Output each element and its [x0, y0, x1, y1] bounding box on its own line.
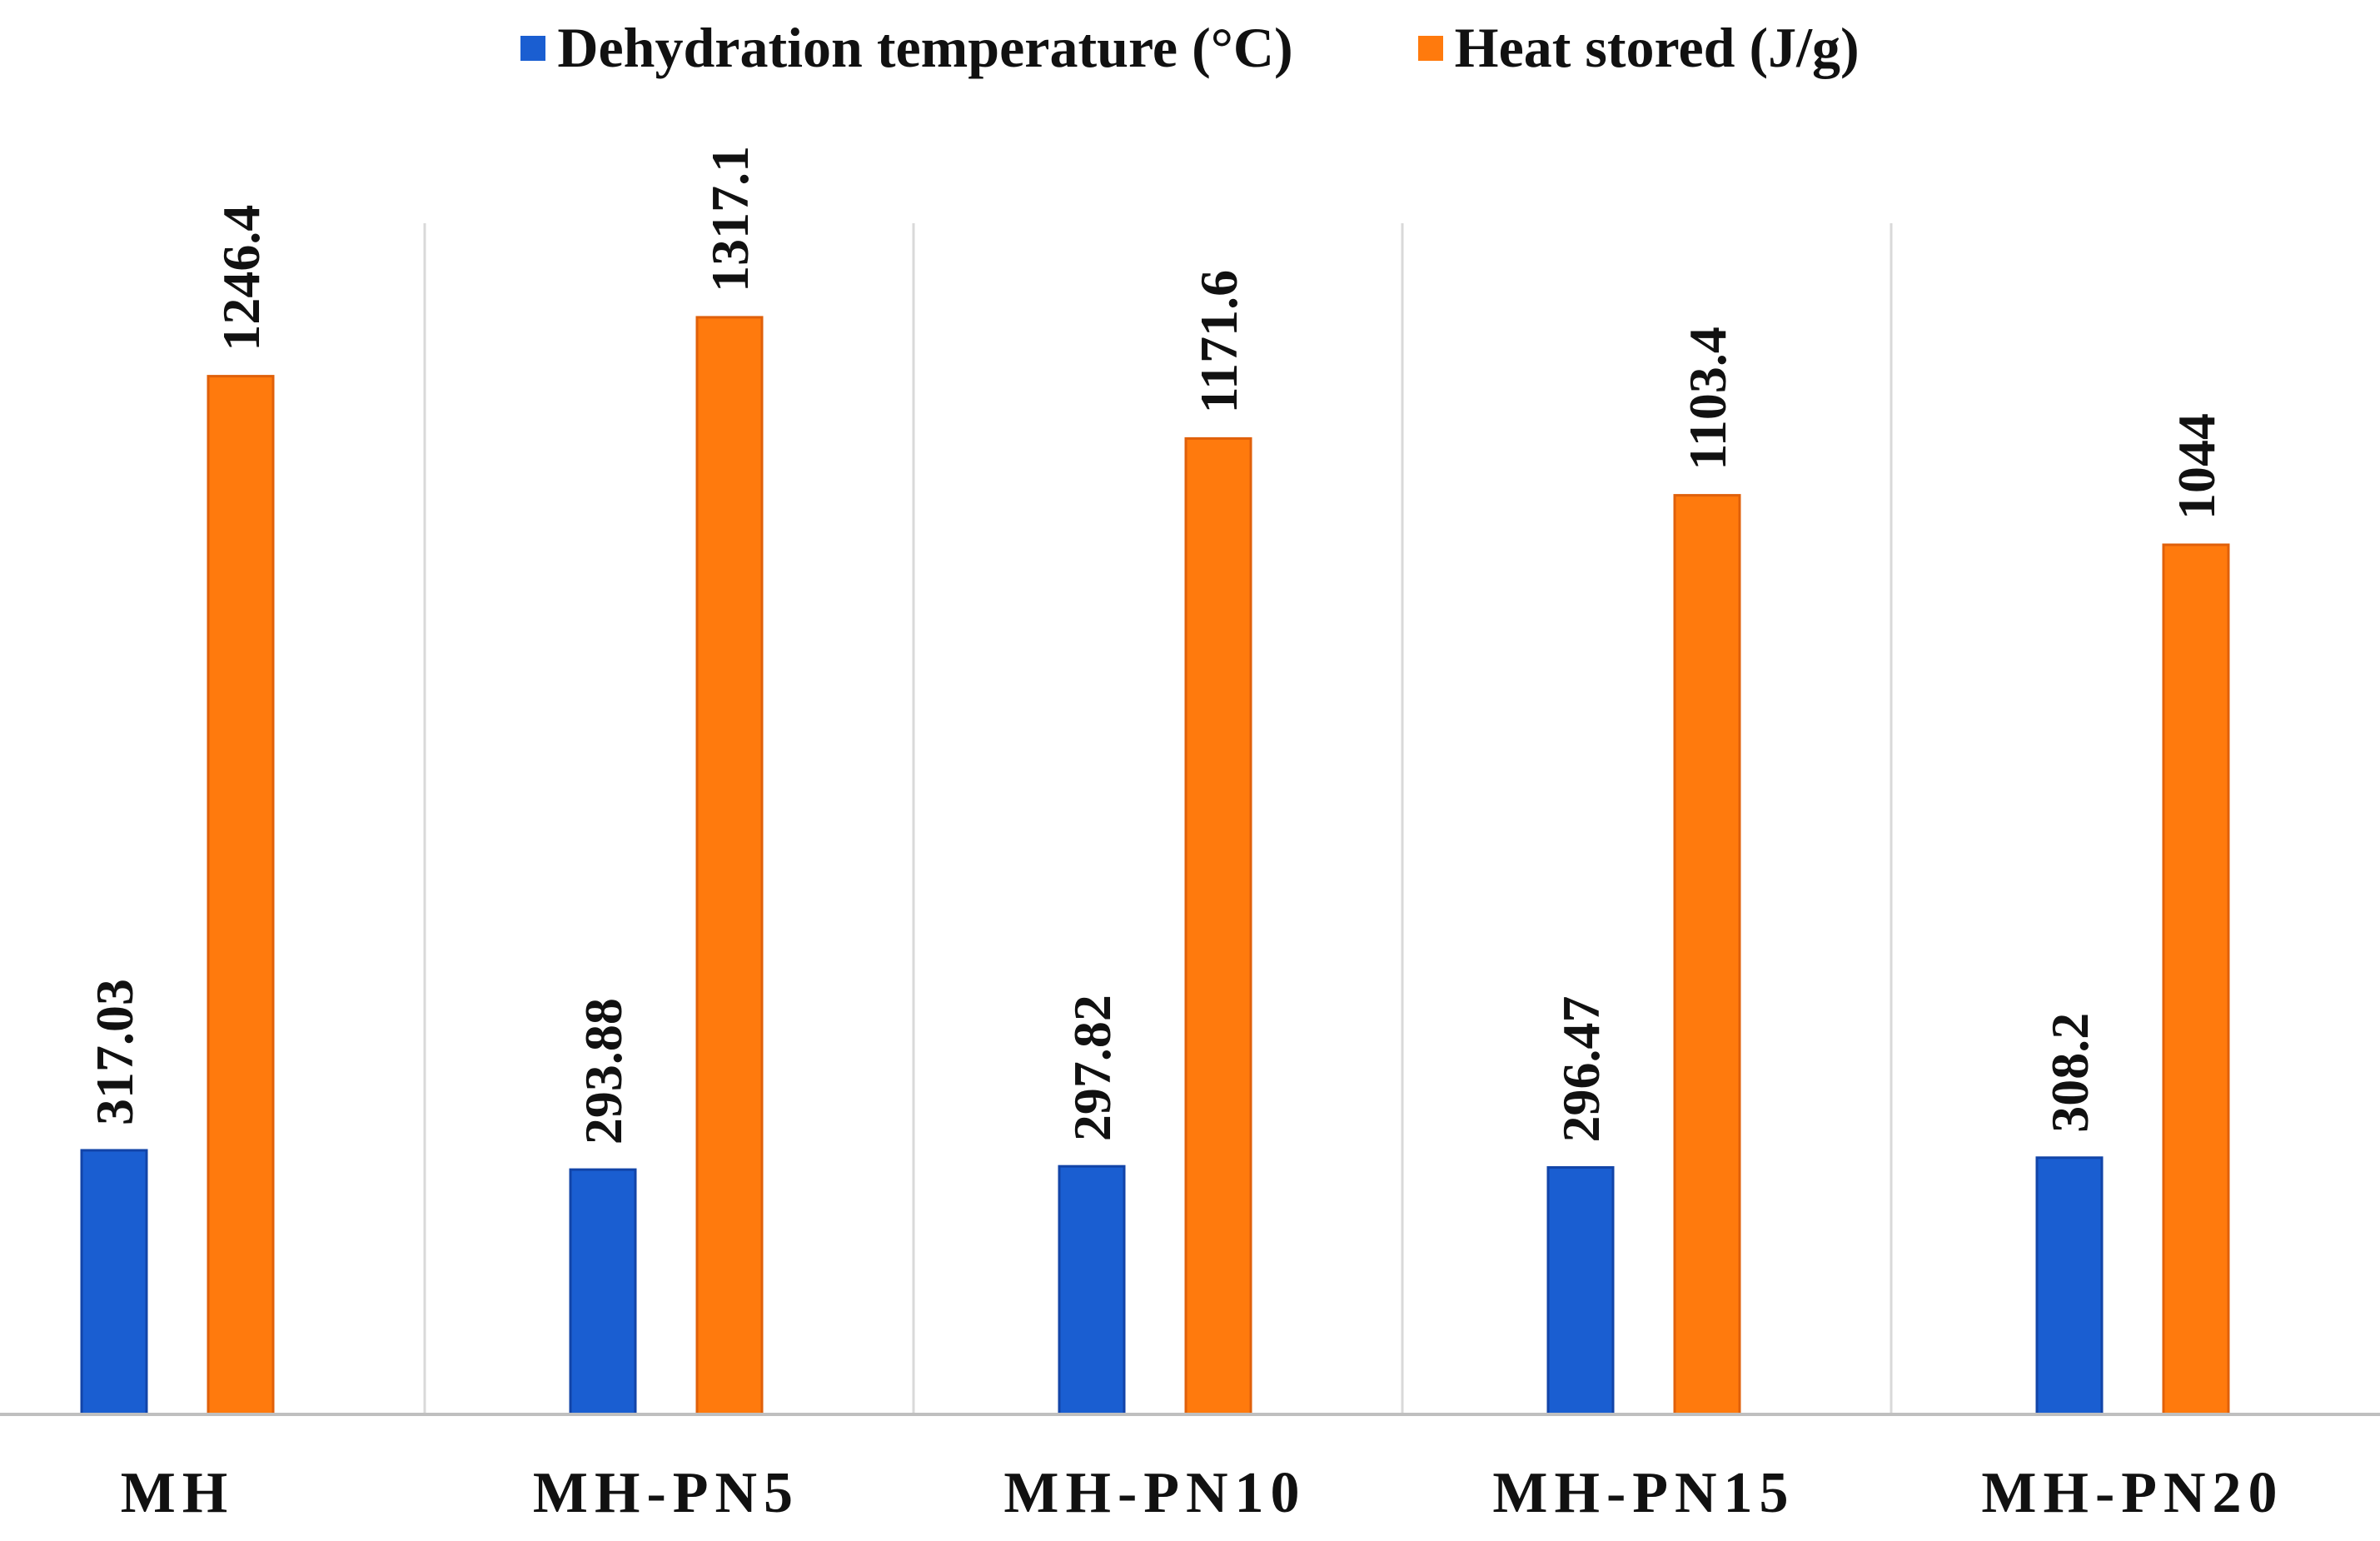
legend-label-dehydration: Dehydration temperature (°C) [557, 16, 1293, 79]
value-label-heat: 1044 [2167, 413, 2226, 520]
bar-heat-stored [1673, 494, 1741, 1416]
value-label-heat: 1246.4 [212, 205, 271, 352]
category-label: MH-PN10 [1003, 1461, 1306, 1525]
bar-heat-stored [1184, 436, 1252, 1416]
value-label-dehydration: 308.2 [2040, 1013, 2099, 1133]
value-label-dehydration: 297.82 [1063, 995, 1122, 1141]
bar-dehydration-temperature [1546, 1166, 1615, 1416]
value-label-dehydration: 293.88 [574, 998, 633, 1145]
category-label: MH-PN5 [533, 1461, 799, 1525]
bar-heat-stored [695, 316, 764, 1416]
bar-dehydration-temperature [80, 1149, 148, 1416]
legend-item-heat: Heat stored (J/g) [1417, 15, 1860, 81]
legend-swatch-heat [1417, 35, 1443, 61]
bar-dehydration-temperature [569, 1168, 637, 1416]
value-label-heat: 1171.6 [1189, 270, 1248, 413]
value-label-dehydration: 296.47 [1551, 996, 1611, 1143]
value-label-heat: 1103.4 [1678, 327, 1737, 470]
category-label: MH [121, 1461, 235, 1525]
bar-heat-stored [207, 375, 275, 1416]
value-label-heat: 1317.1 [700, 146, 759, 292]
legend-label-heat: Heat stored (J/g) [1454, 16, 1860, 79]
category-label: MH-PN20 [1981, 1461, 2283, 1525]
legend: Dehydration temperature (°C) Heat stored… [0, 15, 2380, 81]
value-label-dehydration: 317.03 [85, 979, 144, 1125]
bar-dehydration-temperature [2035, 1156, 2104, 1416]
legend-item-dehydration: Dehydration temperature (°C) [520, 15, 1293, 81]
legend-swatch-dehydration [520, 35, 546, 61]
bar-dehydration-temperature [1058, 1164, 1126, 1416]
category-label: MH-PN15 [1492, 1461, 1795, 1525]
bar-heat-stored [2162, 543, 2230, 1416]
